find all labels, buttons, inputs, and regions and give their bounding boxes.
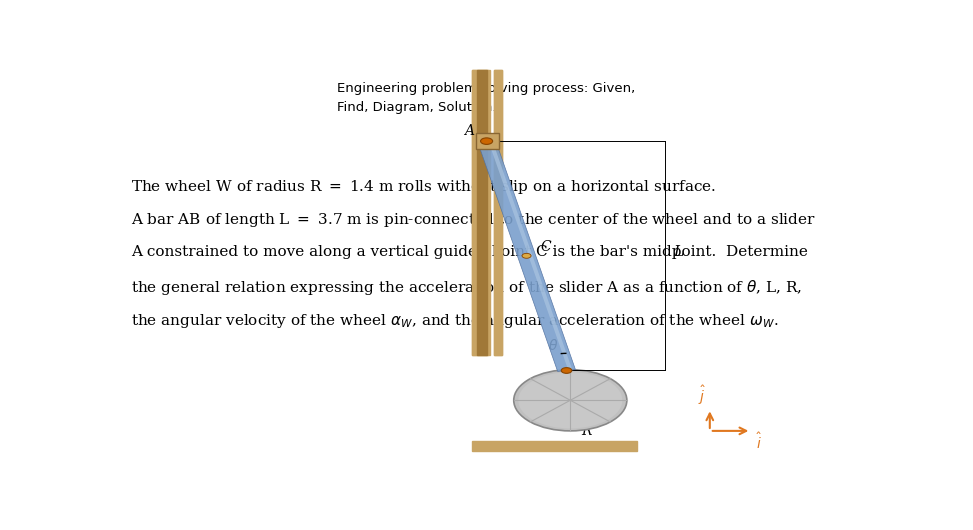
Bar	[477, 134, 499, 149]
Bar	[472, 70, 489, 356]
Text: W: W	[587, 387, 601, 401]
Text: the angular velocity of the wheel $\alpha_W$, and the angular acceleration of th: the angular velocity of the wheel $\alph…	[131, 312, 779, 330]
Text: A constrained to move along a vertical guide.  Point C is the bar's midpoint.  D: A constrained to move along a vertical g…	[131, 245, 809, 259]
Polygon shape	[478, 140, 575, 372]
Bar	[494, 70, 502, 356]
Circle shape	[523, 253, 531, 258]
Text: $\hat{j}$: $\hat{j}$	[699, 384, 706, 407]
Text: The wheel W of radius R $=$ 1.4 m rolls without slip on a horizontal surface.: The wheel W of radius R $=$ 1.4 m rolls …	[131, 178, 716, 196]
Circle shape	[514, 370, 627, 431]
Text: B: B	[563, 379, 574, 393]
Text: $\theta$: $\theta$	[548, 338, 559, 353]
Bar	[477, 70, 486, 356]
Text: A bar AB of length L $=$ 3.7 m is pin-connected to the center of the wheel and t: A bar AB of length L $=$ 3.7 m is pin-co…	[131, 211, 816, 229]
Text: A: A	[464, 124, 475, 138]
Circle shape	[519, 372, 623, 428]
Bar	[472, 441, 637, 452]
Text: R: R	[582, 423, 593, 438]
Circle shape	[561, 368, 572, 373]
Text: Engineering problem solving process: Given,
Find, Diagram, Solution.: Engineering problem solving process: Giv…	[337, 82, 634, 114]
Polygon shape	[488, 140, 572, 370]
Bar	[494, 70, 502, 356]
Circle shape	[481, 138, 492, 144]
Text: L: L	[673, 245, 684, 259]
Bar	[472, 70, 488, 356]
Text: the general relation expressing the acceleration of the slider A as a function o: the general relation expressing the acce…	[131, 278, 803, 297]
Text: $\hat{i}$: $\hat{i}$	[756, 432, 762, 452]
Text: C: C	[540, 240, 551, 254]
